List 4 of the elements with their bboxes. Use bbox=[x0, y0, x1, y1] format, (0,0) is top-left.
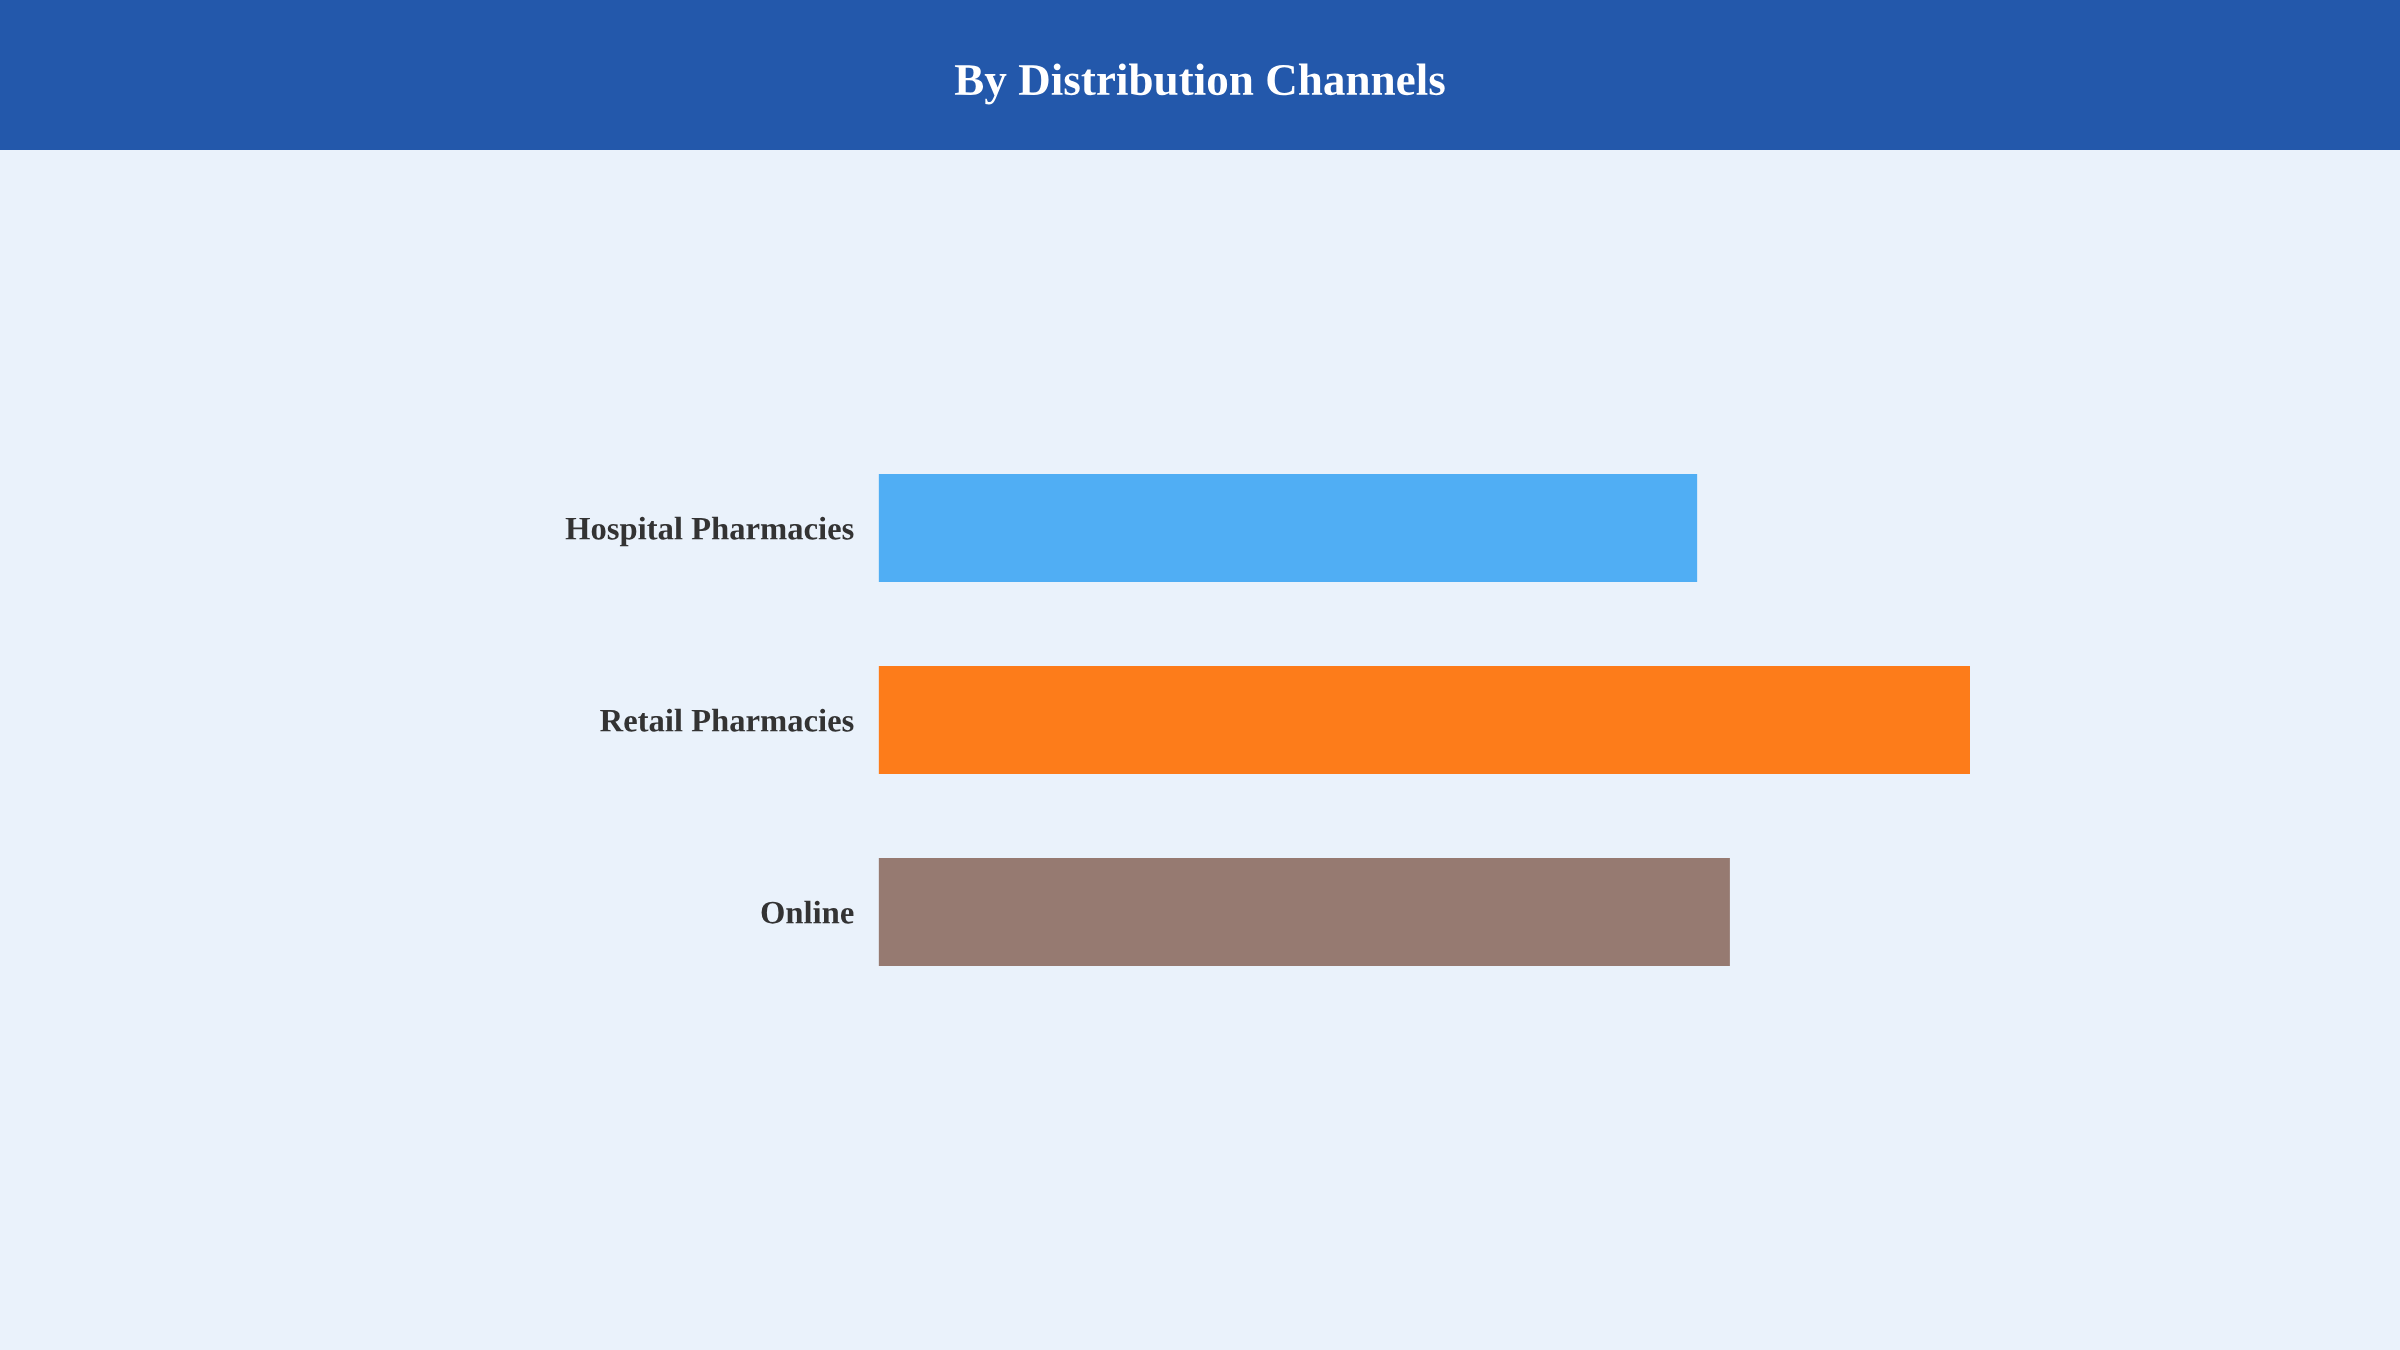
chart-title: By Distribution Channels bbox=[954, 63, 1445, 105]
y-tick-label: Online bbox=[761, 900, 854, 924]
y-tick-label: Hospital Pharmacies bbox=[565, 516, 854, 547]
y-tick-label: Retail Pharmacies bbox=[600, 708, 854, 732]
